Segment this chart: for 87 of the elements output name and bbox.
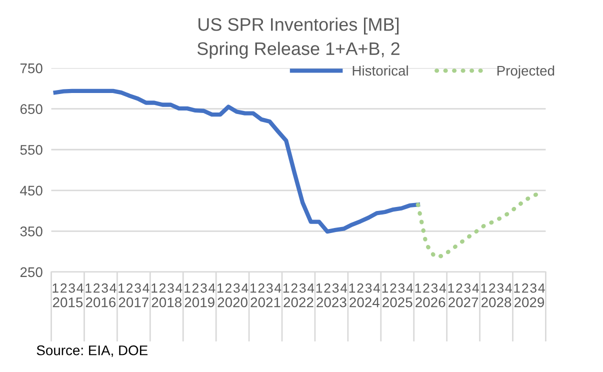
chart-title: US SPR Inventories [MB]	[198, 18, 399, 34]
x-tick-label: 3	[299, 283, 306, 293]
x-tick-label: 4	[406, 284, 414, 293]
text: 2024	[350, 297, 380, 308]
y-tick-label: 650	[20, 104, 42, 114]
x-tick-label: 4	[274, 284, 282, 293]
x-tick-label: 4	[340, 284, 348, 293]
x-tick-label: 1	[152, 284, 158, 293]
text: 2017	[118, 297, 148, 308]
x-tick-label: 4	[242, 284, 248, 293]
y-tick-label: 350	[20, 226, 42, 236]
text: 2015	[52, 297, 83, 308]
text: 2026	[416, 297, 446, 308]
x-tick-label: 4	[538, 284, 545, 293]
text: 2025	[382, 297, 412, 308]
x-tick-label: 3	[134, 283, 141, 293]
x-tick-label: 1	[184, 284, 190, 293]
text: 2029	[514, 297, 544, 308]
x-tick-label: 2	[522, 283, 528, 293]
x-tick-label: 1	[52, 284, 58, 293]
x-tick-label: 2	[160, 283, 166, 293]
x-tick-label: 3	[234, 283, 240, 293]
text: 2020	[218, 297, 248, 308]
legend-label: Projected	[497, 65, 554, 78]
x-tick-label: 3	[530, 283, 536, 293]
x-tick-label: 2	[390, 283, 396, 293]
x-tick-label: 1	[514, 284, 520, 293]
x-tick-label: 2	[291, 283, 298, 293]
x-tick-label: 1	[382, 284, 388, 293]
text: 2027	[448, 297, 478, 308]
x-tick-label: 2	[489, 283, 496, 293]
x-tick-label: 1	[118, 284, 124, 293]
text: 2022	[284, 297, 314, 308]
text: 2023	[316, 297, 346, 308]
text: 2018	[152, 297, 182, 308]
y-tick-label: 550	[20, 144, 42, 155]
x-tick-label: 4	[307, 284, 314, 293]
x-tick-label: 1	[481, 284, 487, 293]
y-tick-label: 750	[20, 63, 42, 74]
source-note: Source: EIA, DOE	[36, 345, 148, 357]
x-tick-label: 2	[60, 283, 67, 293]
x-tick-label: 4	[373, 284, 380, 293]
x-tick-label: 4	[142, 284, 150, 293]
x-tick-label: 3	[68, 283, 75, 293]
x-tick-label: 2	[357, 283, 364, 293]
x-tick-label: 4	[472, 284, 479, 293]
x-tick-label: 2	[192, 283, 198, 293]
y-tick-label: 250	[20, 267, 42, 278]
x-tick-label: 1	[349, 284, 356, 293]
x-tick-label: 2	[423, 283, 430, 293]
line-series	[53, 88, 420, 234]
x-tick-label: 2	[225, 283, 232, 293]
x-tick-label: 4	[110, 284, 116, 293]
x-tick-label: 2	[94, 283, 100, 293]
x-tick-label: 3	[332, 283, 339, 293]
x-tick-label: 1	[415, 284, 422, 293]
text: 2016	[86, 297, 116, 308]
x-tick-label: 2	[126, 283, 133, 293]
x-tick-label: 2	[324, 283, 330, 293]
text: 2021	[250, 297, 280, 308]
x-tick-label: 3	[365, 283, 372, 293]
legend-label: Historical	[352, 65, 408, 76]
x-tick-label: 3	[200, 283, 207, 293]
x-tick-label: 4	[505, 284, 512, 293]
x-tick-label: 3	[102, 283, 108, 293]
x-tick-label: 4	[439, 284, 446, 293]
x-tick-label: 1	[316, 284, 322, 293]
x-tick-label: 3	[398, 283, 405, 293]
x-tick-label: 1	[86, 284, 92, 293]
x-tick-label: 1	[218, 284, 224, 293]
x-tick-label: 1	[448, 284, 454, 293]
x-tick-label: 3	[168, 283, 174, 293]
x-tick-label: 3	[464, 283, 471, 293]
x-tick-label: 3	[266, 283, 273, 293]
y-tick-label: 450	[20, 186, 42, 196]
x-tick-label: 3	[497, 283, 504, 293]
x-tick-label: 1	[283, 284, 290, 293]
x-tick-label: 2	[456, 283, 462, 293]
x-tick-label: 4	[176, 284, 182, 293]
x-tick-label: 2	[258, 283, 264, 293]
x-tick-label: 4	[76, 284, 84, 293]
x-tick-label: 4	[208, 284, 216, 293]
text: 2028	[482, 297, 512, 308]
chart-subtitle: Spring Release 1+A+B, 2	[197, 42, 400, 59]
text: 2019	[184, 297, 214, 308]
x-tick-label: 3	[431, 283, 438, 293]
x-tick-label: 1	[250, 284, 256, 293]
